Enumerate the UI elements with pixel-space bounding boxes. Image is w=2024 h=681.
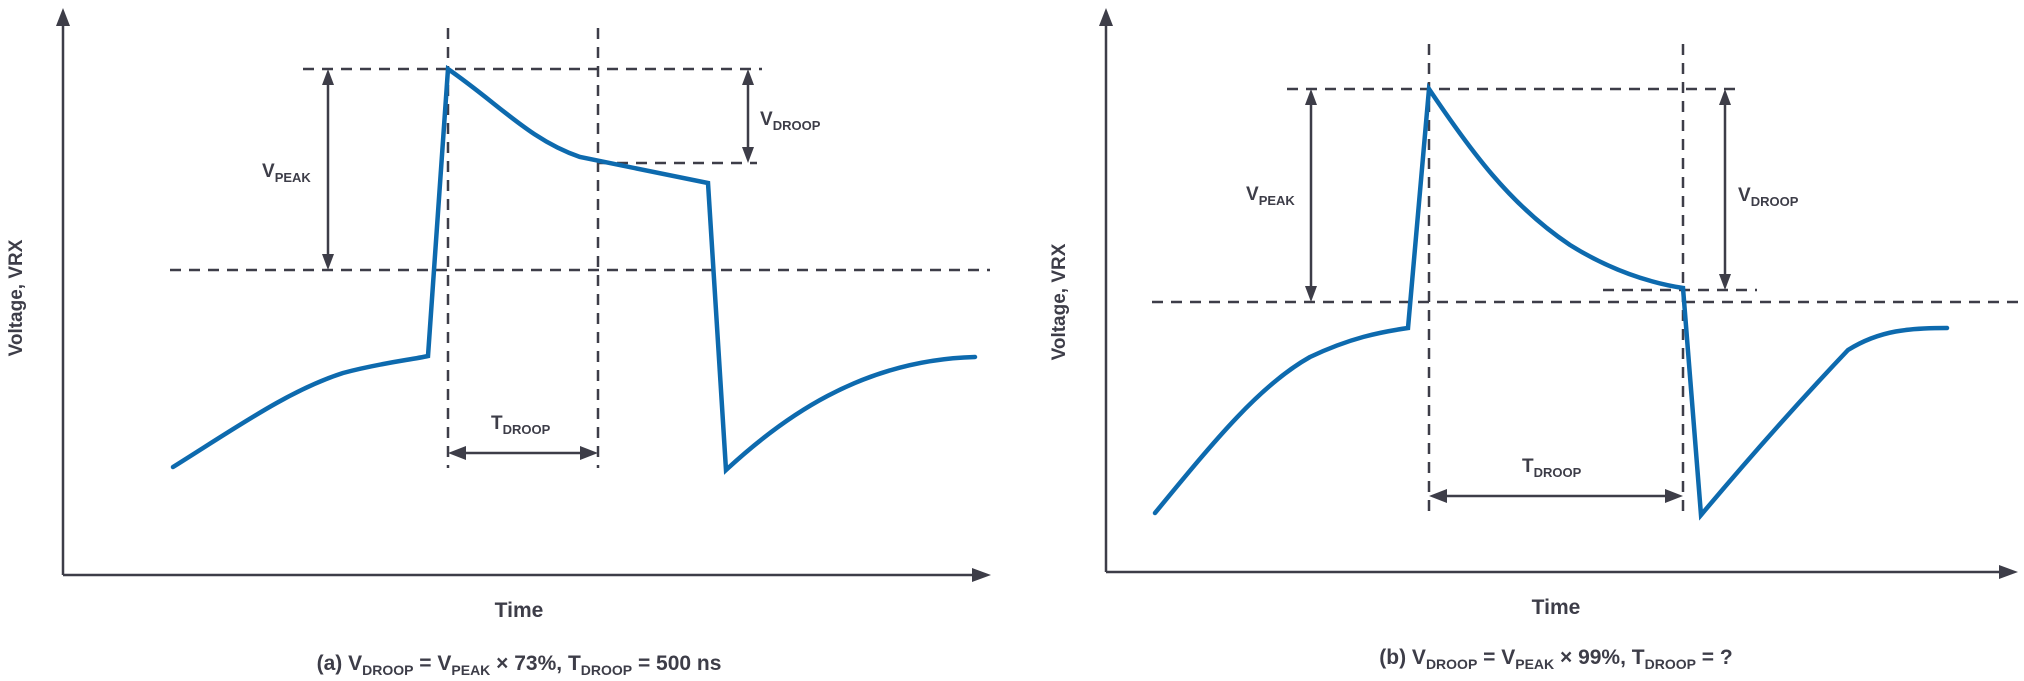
panel-a-vdroop-arrow-top [742,69,754,85]
panel-a-y-arrow [56,8,70,26]
panel-a-ylabel: Voltage, VRX [6,239,27,356]
panel-b-vdroop-label: VDROOP [1738,185,1799,209]
panel-a-xlabel: Time [495,599,544,622]
panel-b-vdroop-arrow-bottom [1719,274,1731,290]
panel-b-vdroop-arrow-top [1719,89,1731,105]
panel-a-x-arrow [972,568,991,582]
panel-a-vpeak-label: VPEAK [262,161,311,185]
panel-a-vpeak-arrow-top [322,69,334,85]
panel-b-ylabel: Voltage, VRX [1049,243,1070,360]
panel-a-tdroop-label: TDROOP [491,413,551,437]
panel-b-tdroop-arrow-right [1665,489,1683,503]
panel-b-y-arrow [1099,8,1113,26]
panel-b-caption: (b) VDROOP = VPEAK × 99%, TDROOP = ? [1379,646,1732,672]
panel-a-tdroop-arrow-left [448,446,466,460]
panel-a-vdroop-label: VDROOP [760,109,821,133]
panel-b-dimensions [1305,89,1731,503]
panel-a-waveform [170,64,978,475]
panel-a-vdroop-arrow-bottom [742,147,754,163]
panel-a-caption: (a) VDROOP = VPEAK × 73%, TDROOP = 500 n… [317,652,722,678]
panel-a-vpeak-arrow-bottom [322,254,334,270]
panel-b-vpeak-arrow-top [1305,89,1317,105]
panel-a: VPEAK VDROOP TDROOP Voltage, VRX Time (a… [6,8,991,678]
panel-b-vpeak-label: VPEAK [1246,184,1295,208]
panel-b-vpeak-arrow-bottom [1305,286,1317,302]
panel-b-tdroop-arrow-left [1429,489,1447,503]
panel-a-dimensions [322,69,754,460]
panel-b-guides [1152,44,2018,516]
panel-b-x-arrow [1999,565,2018,579]
panel-b: VPEAK VDROOP TDROOP Voltage, VRX Time (b… [1049,8,2018,672]
panel-b-tdroop-label: TDROOP [1522,456,1582,480]
panel-a-guides [170,28,990,468]
panel-b-waveform [1152,82,1950,521]
panel-a-tdroop-arrow-right [580,446,598,460]
panel-a-axes [56,8,991,582]
panel-b-xlabel: Time [1532,596,1581,619]
panel-b-axes [1099,8,2018,579]
